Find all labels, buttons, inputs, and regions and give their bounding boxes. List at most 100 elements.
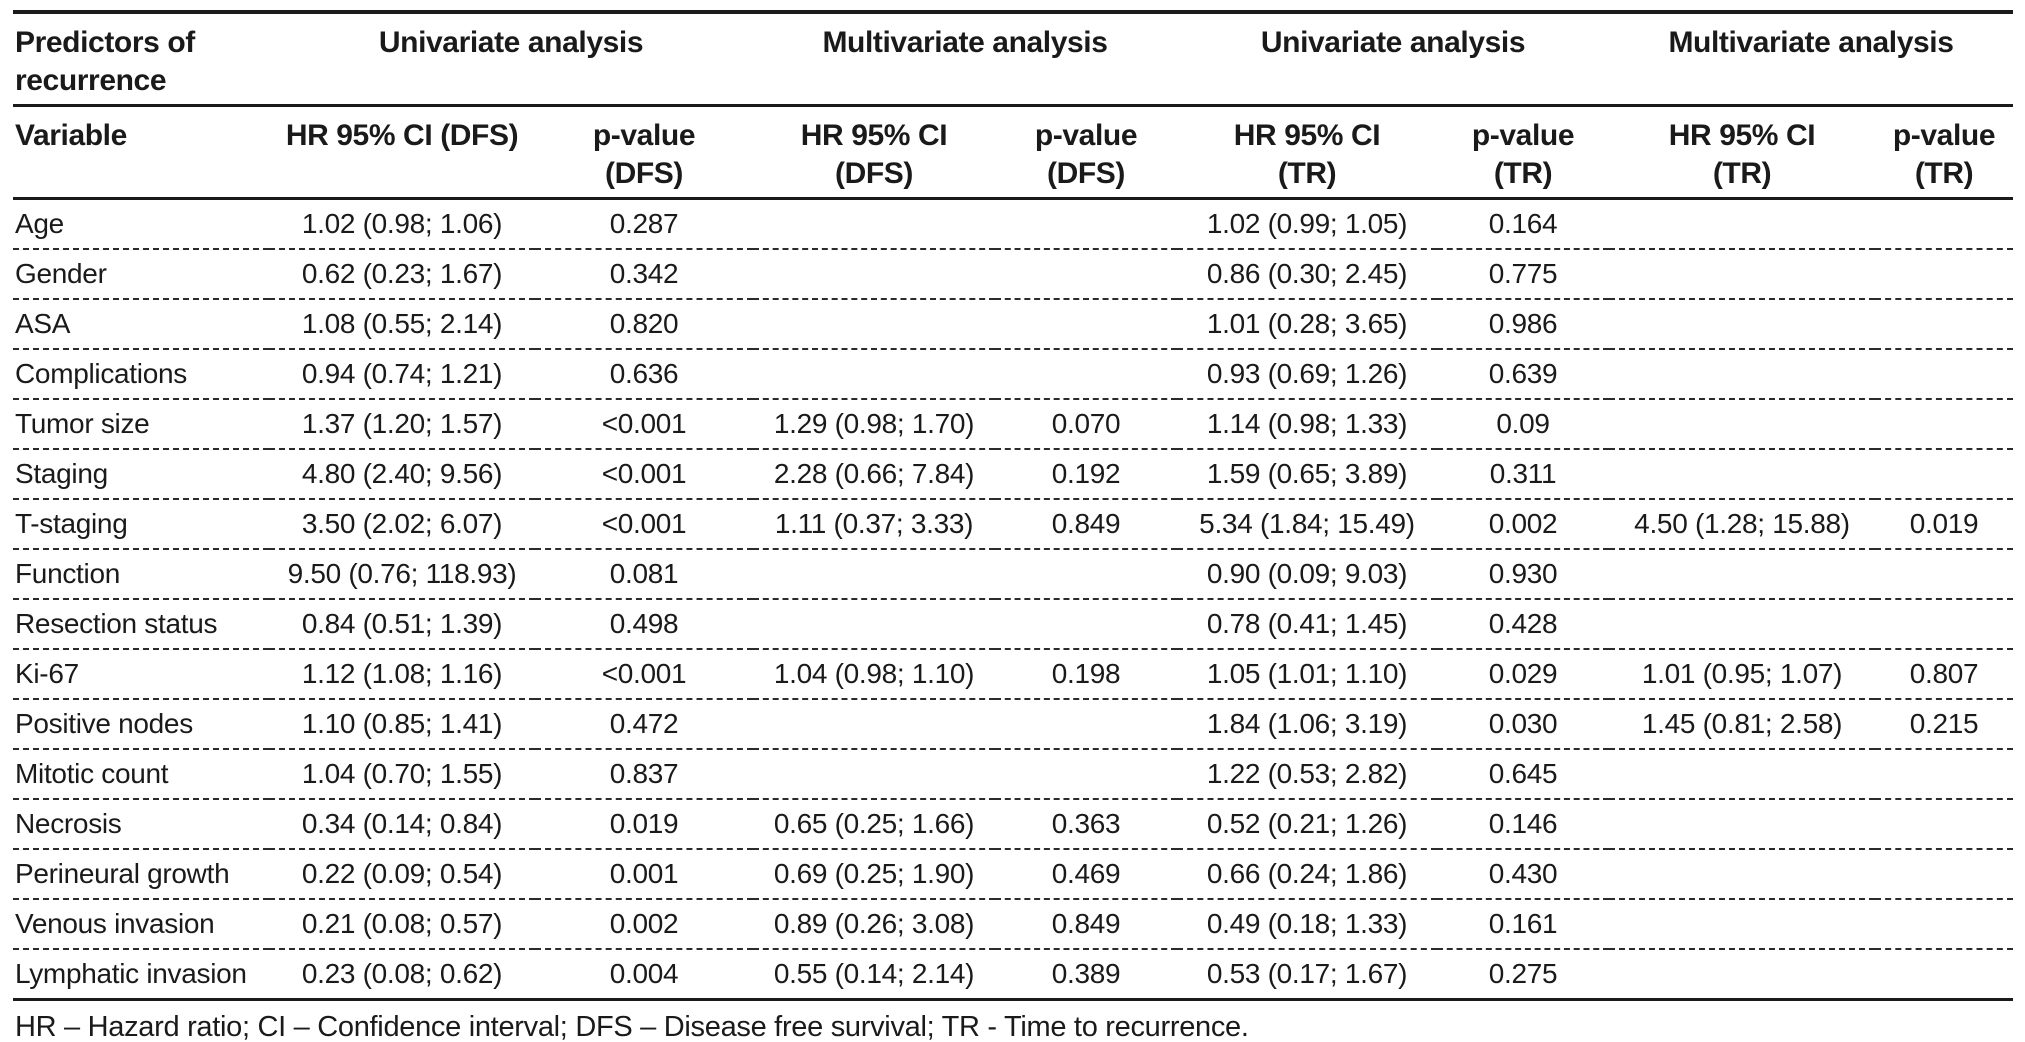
table-cell: 1.45 (0.81; 2.58): [1609, 699, 1875, 750]
column-header-8: p-value (TR): [1875, 105, 2013, 200]
table-cell: 5.34 (1.84; 15.49): [1177, 499, 1437, 550]
table-cell: 0.002: [535, 899, 753, 950]
table-row: Ki-67 1.12 (1.08; 1.16) <0.001 1.04 (0.98; …: [13, 649, 2013, 700]
row-label: Function: [13, 549, 269, 600]
row-label: Necrosis: [13, 799, 269, 850]
group-header-row: Predictors of recurrence Univariate analy…: [13, 12, 2013, 107]
table-cell: [753, 299, 995, 350]
table-cell: 3.50 (2.02; 6.07): [269, 499, 535, 550]
table-cell: 0.161: [1437, 899, 1609, 950]
table-cell: [753, 699, 995, 750]
row-label: Positive nodes: [13, 699, 269, 750]
table-cell: 0.66 (0.24; 1.86): [1177, 849, 1437, 900]
table-cell: [995, 198, 1177, 250]
table-cell: [1609, 849, 1875, 900]
table-cell: [1875, 549, 2013, 600]
table-row: Gender 0.62 (0.23; 1.67) 0.342 0.86 (0.30; …: [13, 249, 2013, 300]
row-label: ASA: [13, 299, 269, 350]
analysis-group-header-1: Multivariate analysis: [753, 12, 1177, 107]
row-label: Lymphatic invasion: [13, 949, 269, 1001]
table-cell: 4.50 (1.28; 15.88): [1609, 499, 1875, 550]
table-cell: 0.275: [1437, 949, 1609, 1001]
table-footnote: HR – Hazard ratio; CI – Confidence inter…: [15, 1011, 1249, 1042]
table-cell: 4.80 (2.40; 9.56): [269, 449, 535, 500]
table-cell: [1609, 599, 1875, 650]
column-header-row: Variable HR 95% CI (DFS) p-value (DFS) HR 95…: [13, 105, 2013, 200]
column-header-sublabel: (DFS): [605, 157, 683, 190]
table-cell: [1875, 449, 2013, 500]
table-cell: [995, 349, 1177, 400]
column-header-label: p-value: [1471, 119, 1575, 152]
column-header-label: p-value: [1892, 119, 1996, 152]
table-row: ASA 1.08 (0.55; 2.14) 0.820 1.01 (0.28; 3.6…: [13, 299, 2013, 350]
table-cell: 0.287: [535, 198, 753, 250]
table-cell: [753, 599, 995, 650]
table-cell: 1.01 (0.28; 3.65): [1177, 299, 1437, 350]
table-cell: [1875, 198, 2013, 250]
row-label: Resection status: [13, 599, 269, 650]
table-cell: 0.070: [995, 399, 1177, 450]
table-head: Predictors of recurrence Univariate analy…: [13, 12, 2013, 200]
table-cell: 0.78 (0.41; 1.45): [1177, 599, 1437, 650]
table-cell: 0.86 (0.30; 2.45): [1177, 249, 1437, 300]
column-header-label: HR 95% CI (DFS): [285, 119, 519, 152]
column-header-label: HR 95% CI: [1233, 119, 1381, 152]
table-cell: [1875, 599, 2013, 650]
column-header-0: Variable: [13, 105, 269, 200]
table-cell: 0.001: [535, 849, 753, 900]
table-cell: 1.10 (0.85; 1.41): [269, 699, 535, 750]
row-label: Mitotic count: [13, 749, 269, 800]
table-cell: 0.469: [995, 849, 1177, 900]
table-row: Complications 0.94 (0.74; 1.21) 0.636 0.93 …: [13, 349, 2013, 400]
table-cell: 0.164: [1437, 198, 1609, 250]
table-cell: 0.311: [1437, 449, 1609, 500]
table-cell: 0.94 (0.74; 1.21): [269, 349, 535, 400]
column-header-label: p-value: [592, 119, 696, 152]
table-cell: 0.21 (0.08; 0.57): [269, 899, 535, 950]
table-cell: 1.22 (0.53; 2.82): [1177, 749, 1437, 800]
table-cell: 0.389: [995, 949, 1177, 1001]
table-cell: 1.11 (0.37; 3.33): [753, 499, 995, 550]
table-cell: 0.49 (0.18; 1.33): [1177, 899, 1437, 950]
table-cell: [995, 299, 1177, 350]
table-cell: [1875, 749, 2013, 800]
table-cell: 0.986: [1437, 299, 1609, 350]
table-row: Function 9.50 (0.76; 118.93) 0.081 0.90 (0.…: [13, 549, 2013, 600]
table-row: Tumor size 1.37 (1.20; 1.57) <0.001 1.29 (0…: [13, 399, 2013, 450]
table-cell: <0.001: [535, 399, 753, 450]
row-label: Perineural growth: [13, 849, 269, 900]
table-cell: 0.639: [1437, 349, 1609, 400]
table-cell: 1.05 (1.01; 1.10): [1177, 649, 1437, 700]
table-cell: [1609, 899, 1875, 950]
column-header-label: p-value: [1034, 119, 1138, 152]
table-cell: 0.849: [995, 499, 1177, 550]
table-cell: [1609, 949, 1875, 1001]
table-cell: 1.04 (0.98; 1.10): [753, 649, 995, 700]
column-header-sublabel: (TR): [1914, 157, 1974, 190]
table-cell: [753, 349, 995, 400]
column-header-label: HR 95% CI: [800, 119, 948, 152]
column-header-sublabel: (DFS): [835, 157, 913, 190]
table-cell: 0.498: [535, 599, 753, 650]
table-cell: 9.50 (0.76; 118.93): [269, 549, 535, 600]
table-row: T-staging 3.50 (2.02; 6.07) <0.001 1.11 (0.…: [13, 499, 2013, 550]
predictors-of-recurrence-table: Predictors of recurrence Univariate analy…: [13, 10, 2013, 1001]
table-cell: 0.55 (0.14; 2.14): [753, 949, 995, 1001]
table-cell: 0.34 (0.14; 0.84): [269, 799, 535, 850]
table-cell: [1875, 799, 2013, 850]
table-cell: 1.37 (1.20; 1.57): [269, 399, 535, 450]
table-cell: 0.09: [1437, 399, 1609, 450]
table-row: Age 1.02 (0.98; 1.06) 0.287 1.02 (0.99; 1.0…: [13, 198, 2013, 250]
table-cell: 0.645: [1437, 749, 1609, 800]
column-header-2: p-value (DFS): [535, 105, 753, 200]
table-row: Mitotic count 1.04 (0.70; 1.55) 0.837 1.22 …: [13, 749, 2013, 800]
row-label: Complications: [13, 349, 269, 400]
table-cell: [1609, 399, 1875, 450]
analysis-group-header-2: Univariate analysis: [1177, 12, 1609, 107]
table-cell: 1.02 (0.99; 1.05): [1177, 198, 1437, 250]
table-cell: 0.807: [1875, 649, 2013, 700]
table-cell: 0.430: [1437, 849, 1609, 900]
table-cell: [1875, 899, 2013, 950]
table-cell: 1.04 (0.70; 1.55): [269, 749, 535, 800]
table-cell: 0.146: [1437, 799, 1609, 850]
